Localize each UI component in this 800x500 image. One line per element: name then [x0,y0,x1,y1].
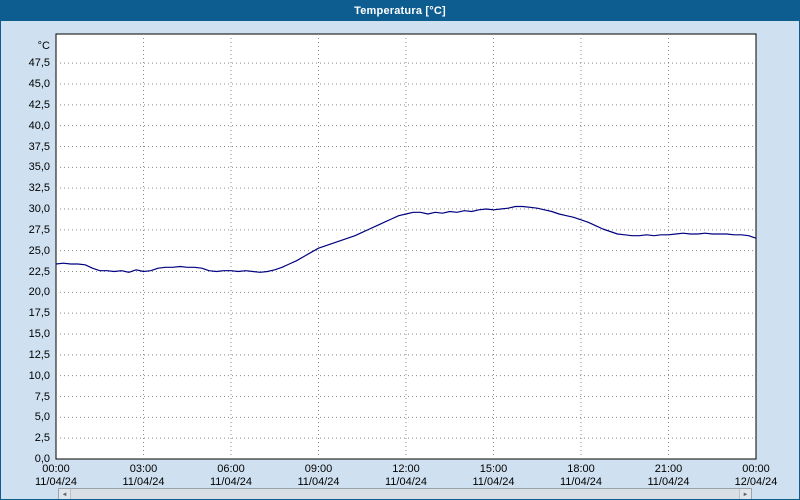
y-tick-label: 42,5 [28,98,50,111]
scroll-left-button[interactable]: ◄ [59,489,70,499]
horizontal-scrollbar[interactable]: ◄ ► [58,488,752,499]
x-tick-time: 06:00 [217,463,245,475]
y-tick-label: 37,5 [28,140,50,153]
y-axis-unit-label: °C [37,40,50,52]
scrollbar-track[interactable] [70,489,740,499]
y-tick-label: 25,0 [28,244,50,257]
window-titlebar: Temperatura [°C] [1,1,799,21]
y-tick-label: 32,5 [28,182,50,195]
scroll-right-button[interactable]: ► [740,489,751,499]
x-tick-time: 18:00 [567,463,595,475]
x-tick-date: 11/04/24 [297,476,340,488]
y-tick-label: 10,0 [28,369,50,382]
x-tick-time: 12:00 [392,463,420,475]
x-tick-date: 11/04/24 [559,476,603,488]
y-tick-label: 47,5 [28,57,50,70]
y-tick-label: 40,0 [28,119,50,132]
x-tick-date: 12/04/24 [734,476,778,488]
y-tick-label: 7,5 [34,390,50,403]
x-tick-time: 21:00 [654,463,683,475]
scrollbar-thumb[interactable] [70,489,740,499]
x-tick-time: 00:00 [42,463,70,475]
y-tick-label: 27,5 [28,223,50,236]
y-tick-label: 5,0 [34,411,50,424]
x-tick-time: 00:00 [742,463,770,475]
x-tick-date: 11/04/24 [34,476,78,488]
temperature-series-line [55,205,757,273]
x-tick-date: 11/04/24 [122,476,165,488]
x-tick-date: 11/04/24 [647,476,690,488]
x-tick-time: 15:00 [479,463,508,475]
y-tick-label: 2,5 [34,432,50,445]
y-tick-label: 22,5 [28,265,50,278]
y-tick-label: 20,0 [28,286,50,299]
x-tick-date: 11/04/24 [384,476,428,488]
window-title: Temperatura [°C] [354,5,446,17]
x-tick-date: 11/04/24 [209,476,253,488]
y-tick-label: 12,5 [28,348,50,361]
y-tick-label: 15,0 [28,328,50,340]
x-tick-time: 09:00 [304,463,333,475]
x-tick-date: 11/04/24 [472,476,515,488]
y-tick-label: 35,0 [28,161,50,174]
y-tick-label: 30,0 [28,203,50,215]
x-tick-time: 03:00 [129,463,158,475]
y-tick-label: 45,0 [28,78,50,90]
y-tick-label: 0,0 [34,453,50,465]
y-tick-label: 17,5 [28,307,50,320]
